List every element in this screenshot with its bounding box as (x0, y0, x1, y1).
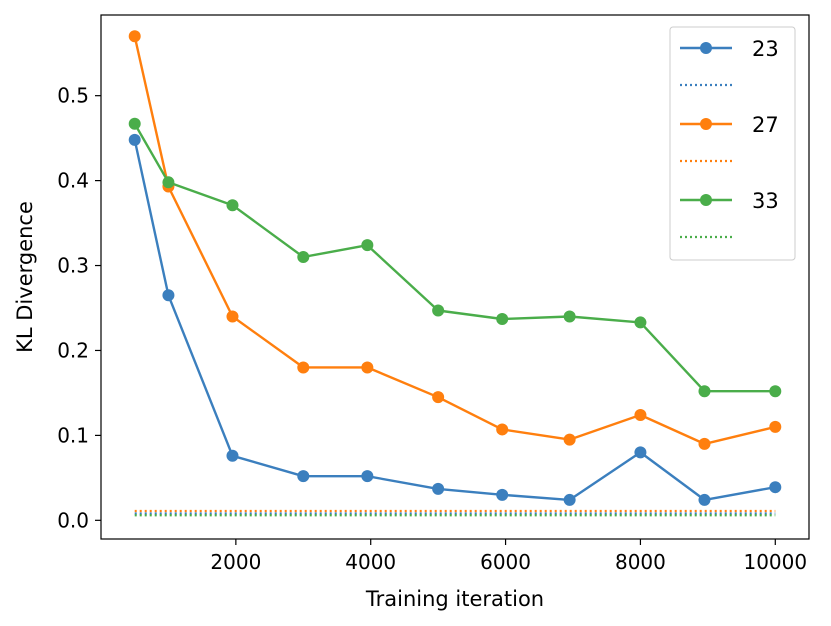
legend-marker-33 (700, 194, 712, 206)
y-tick-label: 0.2 (57, 338, 89, 362)
legend-marker-27 (700, 118, 712, 130)
point-23-1 (162, 289, 175, 302)
point-33-6 (496, 313, 509, 326)
point-23-7 (563, 493, 576, 506)
point-23-9 (698, 493, 711, 506)
legend-marker-23 (700, 42, 712, 54)
point-27-3 (297, 361, 310, 374)
point-33-5 (432, 304, 445, 317)
y-axis-ticks: 0.0 0.1 0.2 0.3 0.4 0.5 (57, 84, 101, 532)
point-33-8 (634, 316, 647, 329)
point-27-5 (432, 391, 445, 404)
point-23-3 (297, 470, 310, 483)
point-33-10 (769, 385, 782, 398)
legend-frame (669, 26, 796, 261)
point-23-10 (769, 481, 782, 494)
x-tick-label: 6000 (480, 550, 531, 574)
legend-label-23: 23 (752, 37, 779, 61)
x-tick-label: 4000 (345, 550, 396, 574)
point-27-9 (698, 437, 711, 450)
point-33-9 (698, 385, 711, 398)
point-27-0 (128, 30, 141, 43)
x-tick-label: 2000 (210, 550, 261, 574)
legend-label-27: 27 (752, 113, 779, 137)
point-27-8 (634, 409, 647, 422)
y-axis-label: KL Divergence (13, 201, 37, 353)
y-tick-label: 0.4 (57, 169, 89, 193)
y-tick-label: 0.1 (57, 423, 89, 447)
y-tick-label: 0.3 (57, 254, 89, 278)
point-27-4 (361, 361, 374, 374)
plot-frame (100, 14, 810, 540)
y-tick-label: 0.5 (57, 84, 89, 108)
point-23-8 (634, 446, 647, 459)
point-23-2 (226, 449, 239, 462)
x-axis-label: Training iteration (365, 587, 544, 611)
point-23-5 (432, 482, 445, 495)
legend-label-33: 33 (752, 189, 779, 213)
point-27-7 (563, 433, 576, 446)
point-33-7 (563, 310, 576, 323)
point-27-6 (496, 423, 509, 436)
x-axis-ticks: 2000 4000 6000 8000 10000 (210, 539, 807, 574)
point-27-2 (226, 310, 239, 323)
point-33-1 (162, 176, 175, 189)
x-tick-label: 10000 (743, 550, 807, 574)
point-23-4 (361, 470, 374, 483)
point-33-2 (226, 199, 239, 212)
x-tick-label: 8000 (615, 550, 666, 574)
point-33-0 (128, 117, 141, 130)
point-33-3 (297, 251, 310, 264)
point-23-0 (128, 133, 141, 146)
y-tick-label: 0.0 (57, 508, 89, 532)
legend: 23 27 33 (669, 26, 796, 261)
point-33-4 (361, 239, 374, 252)
plot-marks (128, 30, 782, 517)
point-23-6 (496, 488, 509, 501)
point-27-10 (769, 420, 782, 433)
